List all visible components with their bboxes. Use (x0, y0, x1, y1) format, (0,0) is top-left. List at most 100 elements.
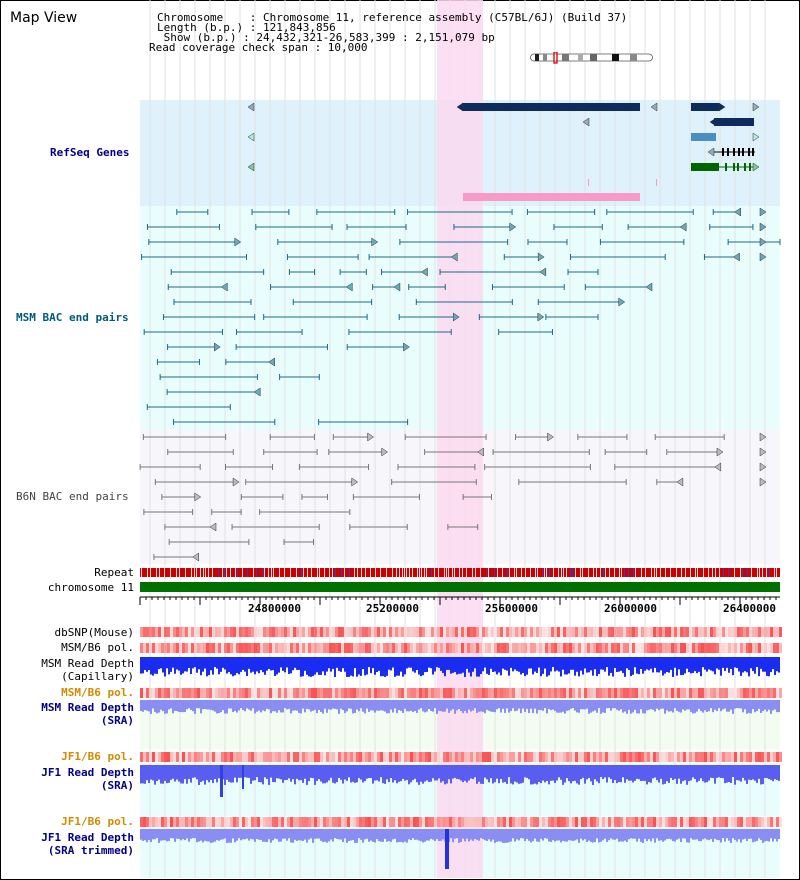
msm-capillary-depth-bar (448, 657, 450, 670)
heat-cell (422, 627, 425, 637)
track-label-msm-read-depth-capillary[interactable]: MSM Read Depth (41, 657, 134, 670)
jf1-trim-depth-bar (728, 829, 730, 841)
heat-cell (338, 627, 341, 637)
msm-sra-depth-bar (212, 700, 214, 711)
track-label-b6n-bac[interactable]: B6N BAC end pairs (16, 490, 129, 503)
repeat-gap (357, 568, 358, 577)
heat-cell (254, 817, 257, 827)
heat-cell (665, 643, 668, 653)
heat-cell (752, 752, 755, 762)
repeat-gap (344, 568, 345, 577)
heat-cell (608, 817, 611, 827)
jf1-trim-depth-bar (694, 829, 696, 840)
jf1-sra-depth-bar (754, 765, 756, 781)
heat-cell (371, 627, 374, 637)
b6n-bac-pair-arrow (381, 447, 389, 457)
repeat-gap (212, 568, 213, 577)
heat-cell (185, 817, 188, 827)
strand-arrow (752, 132, 760, 142)
jf1-trim-depth-bar (692, 829, 694, 840)
jf1-sra-depth-bar (208, 765, 210, 783)
msm-capillary-depth-bar (384, 657, 386, 677)
msm-sra-depth-bar (490, 700, 492, 712)
jf1-trim-depth-bar (462, 829, 464, 839)
track-label-jf1-b6-pol[interactable]: JF1/B6 pol. (61, 750, 134, 763)
jf1-sra-depth-bar (576, 765, 578, 784)
repeat-gap (628, 568, 629, 577)
heat-cell (749, 688, 752, 698)
track-label-msm-b6-pol[interactable]: MSM/B6 pol. (61, 641, 134, 654)
msm-capillary-depth-bar (778, 657, 780, 673)
jf1-trim-depth-bar (340, 829, 342, 840)
msm-bac-pairs-glyphs[interactable] (141, 207, 781, 425)
heat-cell (287, 752, 290, 762)
heat-cell (719, 627, 722, 637)
jf1-trim-depth-bar (618, 829, 620, 842)
selected-region-highlight[interactable] (437, 0, 483, 878)
track-label-jf1-b6-pol-2[interactable]: JF1/B6 pol. (61, 815, 134, 828)
jf1-trim-depth-bar (190, 829, 192, 839)
msm-sra-depth-bar (582, 700, 584, 710)
heat-cell (641, 688, 644, 698)
repeat-gap (740, 568, 741, 577)
track-label-dbsnp[interactable]: dbSNP(Mouse) (54, 626, 134, 639)
jf1-sra-depth-bar (318, 765, 320, 780)
jf1-sra-depth-bar (358, 765, 360, 779)
msm-sra-depth-bar (634, 700, 636, 710)
msm-sra-depth-bar (680, 700, 682, 713)
heat-cell (629, 627, 632, 637)
track-label-refseq[interactable]: RefSeq Genes (50, 146, 130, 159)
chromosome-ideogram[interactable] (530, 52, 654, 64)
heat-cell (314, 643, 317, 653)
heat-cell (233, 688, 236, 698)
jf1-sra-depth-bar (270, 765, 272, 778)
jf1-trim-depth-bar (668, 829, 670, 839)
heat-cell (419, 643, 422, 653)
track-label-jf1-read-depth-trimmed[interactable]: JF1 Read Depth (41, 831, 134, 844)
heat-cell (716, 817, 719, 827)
b6n-bac-pairs-glyphs[interactable] (139, 432, 767, 562)
jf1-trim-depth-bar (422, 829, 424, 843)
heat-cell (149, 752, 152, 762)
jf1-trim-depth-bar (468, 829, 470, 842)
heat-cell (539, 627, 542, 637)
jf1-sra-depth-bar (256, 765, 258, 778)
msm-sra-depth-bar (314, 700, 316, 710)
msm-capillary-depth-bar (332, 657, 334, 669)
jf1-sra-depth-bar (200, 765, 202, 782)
msm-capillary-depth-bar (654, 657, 656, 668)
msm-sra-depth-bar (308, 700, 310, 710)
heat-cell (290, 817, 293, 827)
heat-cell (293, 817, 296, 827)
jf1-sra-depth-bar (752, 765, 754, 780)
track-label-jf1-read-depth-sra[interactable]: JF1 Read Depth (41, 766, 134, 779)
heat-cell (350, 627, 353, 637)
jf1-sra-depth-bar (604, 765, 606, 778)
msm-sra-depth-bar (214, 700, 216, 712)
heat-cell (233, 643, 236, 653)
repeat-gap (703, 568, 704, 577)
track-label-repeat[interactable]: Repeat (94, 566, 134, 579)
heat-cell (644, 643, 647, 653)
track-label-msm-bac[interactable]: MSM BAC end pairs (16, 311, 129, 324)
heat-cell (653, 627, 656, 637)
jf1-sra-depth-bar (320, 765, 322, 782)
msm-sra-depth-bar (278, 700, 280, 711)
heat-cell (197, 643, 200, 653)
msm-capillary-depth-bar (380, 657, 382, 677)
heat-cell (308, 643, 311, 653)
track-label-msm-read-depth-sra[interactable]: MSM Read Depth (41, 701, 134, 714)
track-label-msm-b6-pol-2[interactable]: MSM/B6 pol. (61, 686, 134, 699)
refseq-genes-glyphs[interactable] (247, 102, 760, 201)
msm-sra-depth-bar (284, 700, 286, 709)
jf1-sra-depth-bar (722, 765, 724, 779)
jf1-sra-depth-bar (368, 765, 370, 779)
jf1-sra-depth-bar (146, 765, 148, 781)
heat-cell (143, 817, 146, 827)
heat-cell (647, 752, 650, 762)
heat-cell (305, 688, 308, 698)
jf1-sra-depth-bar (732, 765, 734, 778)
msm-sra-depth-bar (712, 700, 714, 713)
heat-cell (167, 752, 170, 762)
heat-cell (293, 627, 296, 637)
